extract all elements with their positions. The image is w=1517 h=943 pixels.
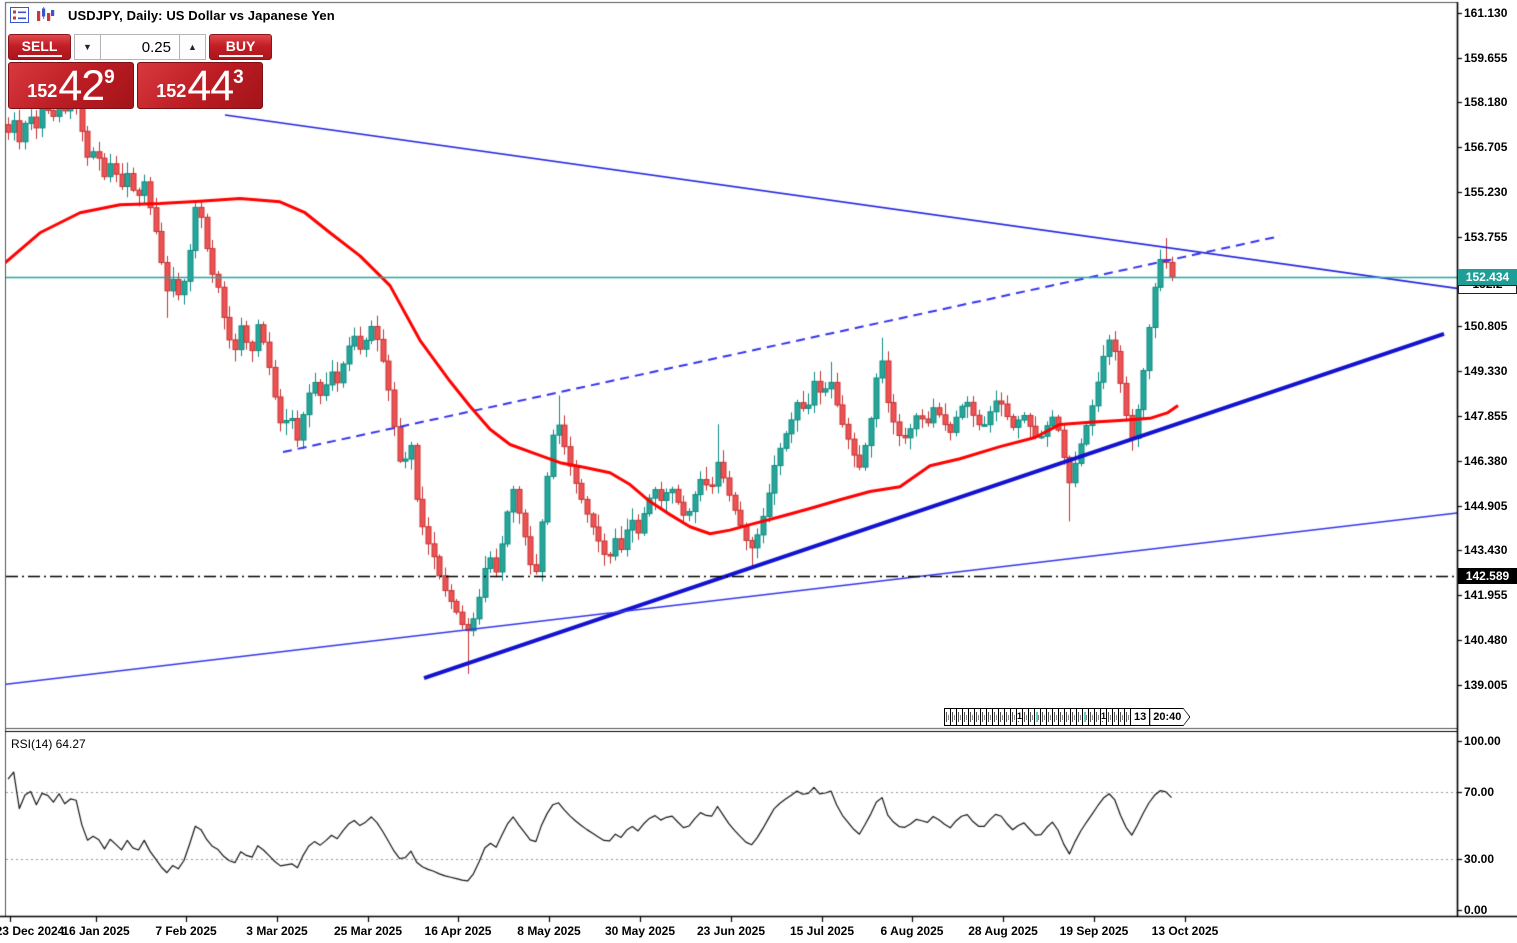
quotes-list-icon[interactable]	[10, 7, 29, 23]
time-axis-label: 16 Jan 2025	[62, 924, 130, 938]
buy-button-label: BUY	[225, 37, 256, 54]
buy-price-tile[interactable]: 152 44 3	[137, 62, 263, 109]
time-axis-label: 23 Dec 2024	[0, 924, 65, 938]
time-axis-label: 23 Jun 2025	[696, 924, 766, 938]
time-axis-label: 6 Aug 2025	[880, 924, 944, 938]
rsi-axis-label: 100.00	[1464, 734, 1501, 748]
volume-increase-button[interactable]: ▲	[179, 34, 206, 60]
price-axis-label: 161.130	[1464, 5, 1508, 20]
time-axis-label: 30 May 2025	[604, 924, 676, 938]
price-axis-label: 150.805	[1464, 319, 1508, 334]
buy-button[interactable]: BUY	[209, 34, 272, 60]
time-axis-label: 19 Sep 2025	[1059, 924, 1129, 938]
time-axis-label: 25 Mar 2025	[333, 924, 403, 938]
price-axis-label: 155.230	[1464, 185, 1508, 200]
one-click-trading-panel: SELL ▼ 0.25 ▲ BUY 152 42 9 152 44 3	[8, 34, 272, 109]
time-axis-label: 3 Mar 2025	[246, 924, 308, 938]
chart-symbol-title: USDJPY, Daily: US Dollar vs Japanese Yen	[68, 7, 335, 23]
time-axis-label: 28 Aug 2025	[968, 924, 1038, 938]
partially-hidden-price-label: 152.2	[1458, 285, 1517, 294]
buy-price-prefix: 152	[156, 81, 187, 101]
sell-price-prefix: 152	[27, 81, 58, 101]
time-axis-label: 16 Apr 2025	[424, 924, 492, 938]
price-axis-label: 140.480	[1464, 633, 1508, 648]
rsi-axis-label: 30.00	[1464, 852, 1495, 867]
sell-underline	[17, 54, 62, 57]
sell-price-tile[interactable]: 152 42 9	[8, 62, 134, 109]
time-axis-label: 7 Feb 2025	[155, 924, 217, 938]
bar-chart-icon[interactable]	[36, 7, 55, 23]
buy-price-sup: 3	[233, 67, 244, 88]
event-marker-strip: 1 1 13 20:40	[944, 708, 1190, 726]
price-axis-label: 158.180	[1464, 95, 1508, 110]
price-axis-label: 156.705	[1464, 140, 1508, 155]
time-axis-label: 13 Oct 2025	[1151, 924, 1219, 938]
event-time-marker[interactable]: 20:40	[1149, 708, 1190, 726]
sell-price-sup: 9	[104, 67, 115, 88]
sell-price-main: 42	[58, 62, 105, 110]
time-axis-label: 15 Jul 2025	[789, 924, 855, 938]
chart-title-bar: USDJPY, Daily: US Dollar vs Japanese Yen	[10, 7, 335, 23]
price-axis-label: 141.955	[1464, 588, 1508, 603]
price-axis-label: 146.380	[1464, 453, 1508, 468]
sell-button-label: SELL	[21, 37, 58, 54]
level-price-label: 142.589	[1458, 568, 1517, 584]
price-axis-label: 149.330	[1464, 364, 1508, 379]
price-axis-label: 144.905	[1464, 498, 1508, 513]
price-axis-label: 159.655	[1464, 50, 1508, 65]
rsi-indicator-label: RSI(14) 64.27	[11, 737, 86, 751]
buy-underline	[218, 54, 263, 57]
rsi-axis-label: 0.00	[1464, 903, 1488, 917]
time-axis-label: 8 May 2025	[517, 924, 581, 938]
price-axis-label: 139.005	[1464, 677, 1508, 692]
sell-button[interactable]: SELL	[8, 34, 71, 60]
volume-field[interactable]: 0.25	[101, 34, 179, 60]
rsi-axis-label: 70.00	[1464, 784, 1495, 799]
price-axis-label: 143.430	[1464, 543, 1508, 558]
price-axis-label: 153.755	[1464, 229, 1508, 244]
event-date-marker[interactable]: 13	[1130, 708, 1151, 726]
volume-decrease-button[interactable]: ▼	[74, 34, 101, 60]
buy-price-main: 44	[187, 62, 234, 110]
price-axis-label: 147.855	[1464, 409, 1508, 424]
volume-spinner: ▼ 0.25 ▲	[74, 34, 206, 60]
current-price-label: 152.434	[1458, 269, 1517, 285]
